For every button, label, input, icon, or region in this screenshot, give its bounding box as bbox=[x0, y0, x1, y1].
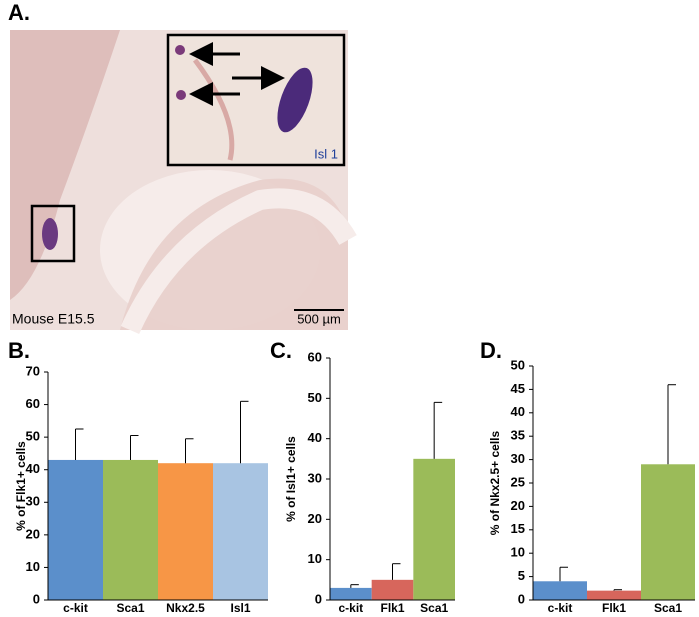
micrograph: Isl 1 Mouse E15.5 500 µm bbox=[10, 30, 357, 335]
y-tick-label: 15 bbox=[511, 521, 525, 536]
y-axis-label: % of Flk1+ cells bbox=[14, 441, 28, 531]
cell-cluster bbox=[176, 90, 186, 100]
panel-label: A. bbox=[8, 0, 30, 25]
bar bbox=[587, 590, 641, 600]
bar bbox=[371, 579, 414, 600]
bar bbox=[641, 464, 695, 600]
panel-label: C. bbox=[270, 338, 292, 363]
y-tick-label: 0 bbox=[518, 591, 525, 606]
bar bbox=[213, 463, 268, 600]
y-tick-label: 60 bbox=[26, 396, 40, 411]
x-tick-label: c-kit bbox=[63, 601, 88, 615]
x-tick-label: Sca1 bbox=[420, 601, 448, 615]
y-tick-label: 20 bbox=[511, 498, 525, 513]
y-tick-label: 0 bbox=[315, 591, 322, 606]
cell-cluster bbox=[277, 67, 313, 133]
tissue bbox=[192, 58, 235, 161]
scale-bar-label: 500 µm bbox=[297, 311, 341, 326]
y-tick-label: 25 bbox=[511, 474, 525, 489]
y-tick-label: 40 bbox=[511, 404, 525, 419]
y-axis-label: % of Isl1+ cells bbox=[284, 436, 298, 522]
tissue bbox=[120, 188, 357, 335]
x-tick-label: Flk1 bbox=[602, 601, 626, 615]
x-tick-label: Sca1 bbox=[654, 601, 682, 615]
x-tick-label: Flk1 bbox=[380, 601, 404, 615]
caption: Mouse E15.5 bbox=[12, 311, 95, 327]
y-tick-label: 10 bbox=[308, 551, 322, 566]
cell-cluster bbox=[42, 218, 58, 250]
region-box bbox=[30, 204, 76, 263]
y-tick-label: 40 bbox=[26, 461, 40, 476]
bar bbox=[533, 581, 587, 600]
y-tick-label: 10 bbox=[26, 559, 40, 574]
y-tick-label: 60 bbox=[308, 349, 322, 364]
y-tick-label: 50 bbox=[26, 429, 40, 444]
tissue bbox=[10, 30, 120, 300]
y-tick-label: 40 bbox=[308, 430, 322, 445]
y-tick-label: 20 bbox=[26, 526, 40, 541]
cell-cluster bbox=[175, 45, 185, 55]
bar bbox=[330, 587, 372, 600]
x-tick-label: Sca1 bbox=[116, 601, 144, 615]
panel-label: D. bbox=[480, 338, 502, 363]
y-tick-label: 70 bbox=[26, 363, 40, 378]
inset-label: Isl 1 bbox=[314, 146, 338, 161]
y-tick-label: 50 bbox=[511, 357, 525, 372]
x-tick-label: Nkx2.5 bbox=[166, 601, 205, 615]
y-tick-label: 5 bbox=[518, 568, 525, 583]
y-tick-label: 10 bbox=[511, 545, 525, 560]
y-tick-label: 0 bbox=[33, 591, 40, 606]
y-tick-label: 30 bbox=[26, 494, 40, 509]
panel-label: B. bbox=[8, 338, 30, 363]
y-tick-label: 20 bbox=[308, 511, 322, 526]
y-tick-label: 30 bbox=[308, 470, 322, 485]
bar bbox=[103, 459, 158, 600]
y-tick-label: 35 bbox=[511, 428, 525, 443]
y-tick-label: 50 bbox=[308, 390, 322, 405]
bar bbox=[158, 463, 213, 600]
y-tick-label: 30 bbox=[511, 451, 525, 466]
bar bbox=[48, 459, 103, 600]
bar bbox=[413, 458, 455, 600]
x-tick-label: Isl1 bbox=[230, 601, 250, 615]
y-tick-label: 45 bbox=[511, 381, 525, 396]
x-tick-label: c-kit bbox=[548, 601, 573, 615]
x-tick-label: c-kit bbox=[338, 601, 363, 615]
tissue bbox=[120, 178, 348, 330]
y-axis-label: % of Nkx2.5+ cells bbox=[488, 430, 502, 535]
